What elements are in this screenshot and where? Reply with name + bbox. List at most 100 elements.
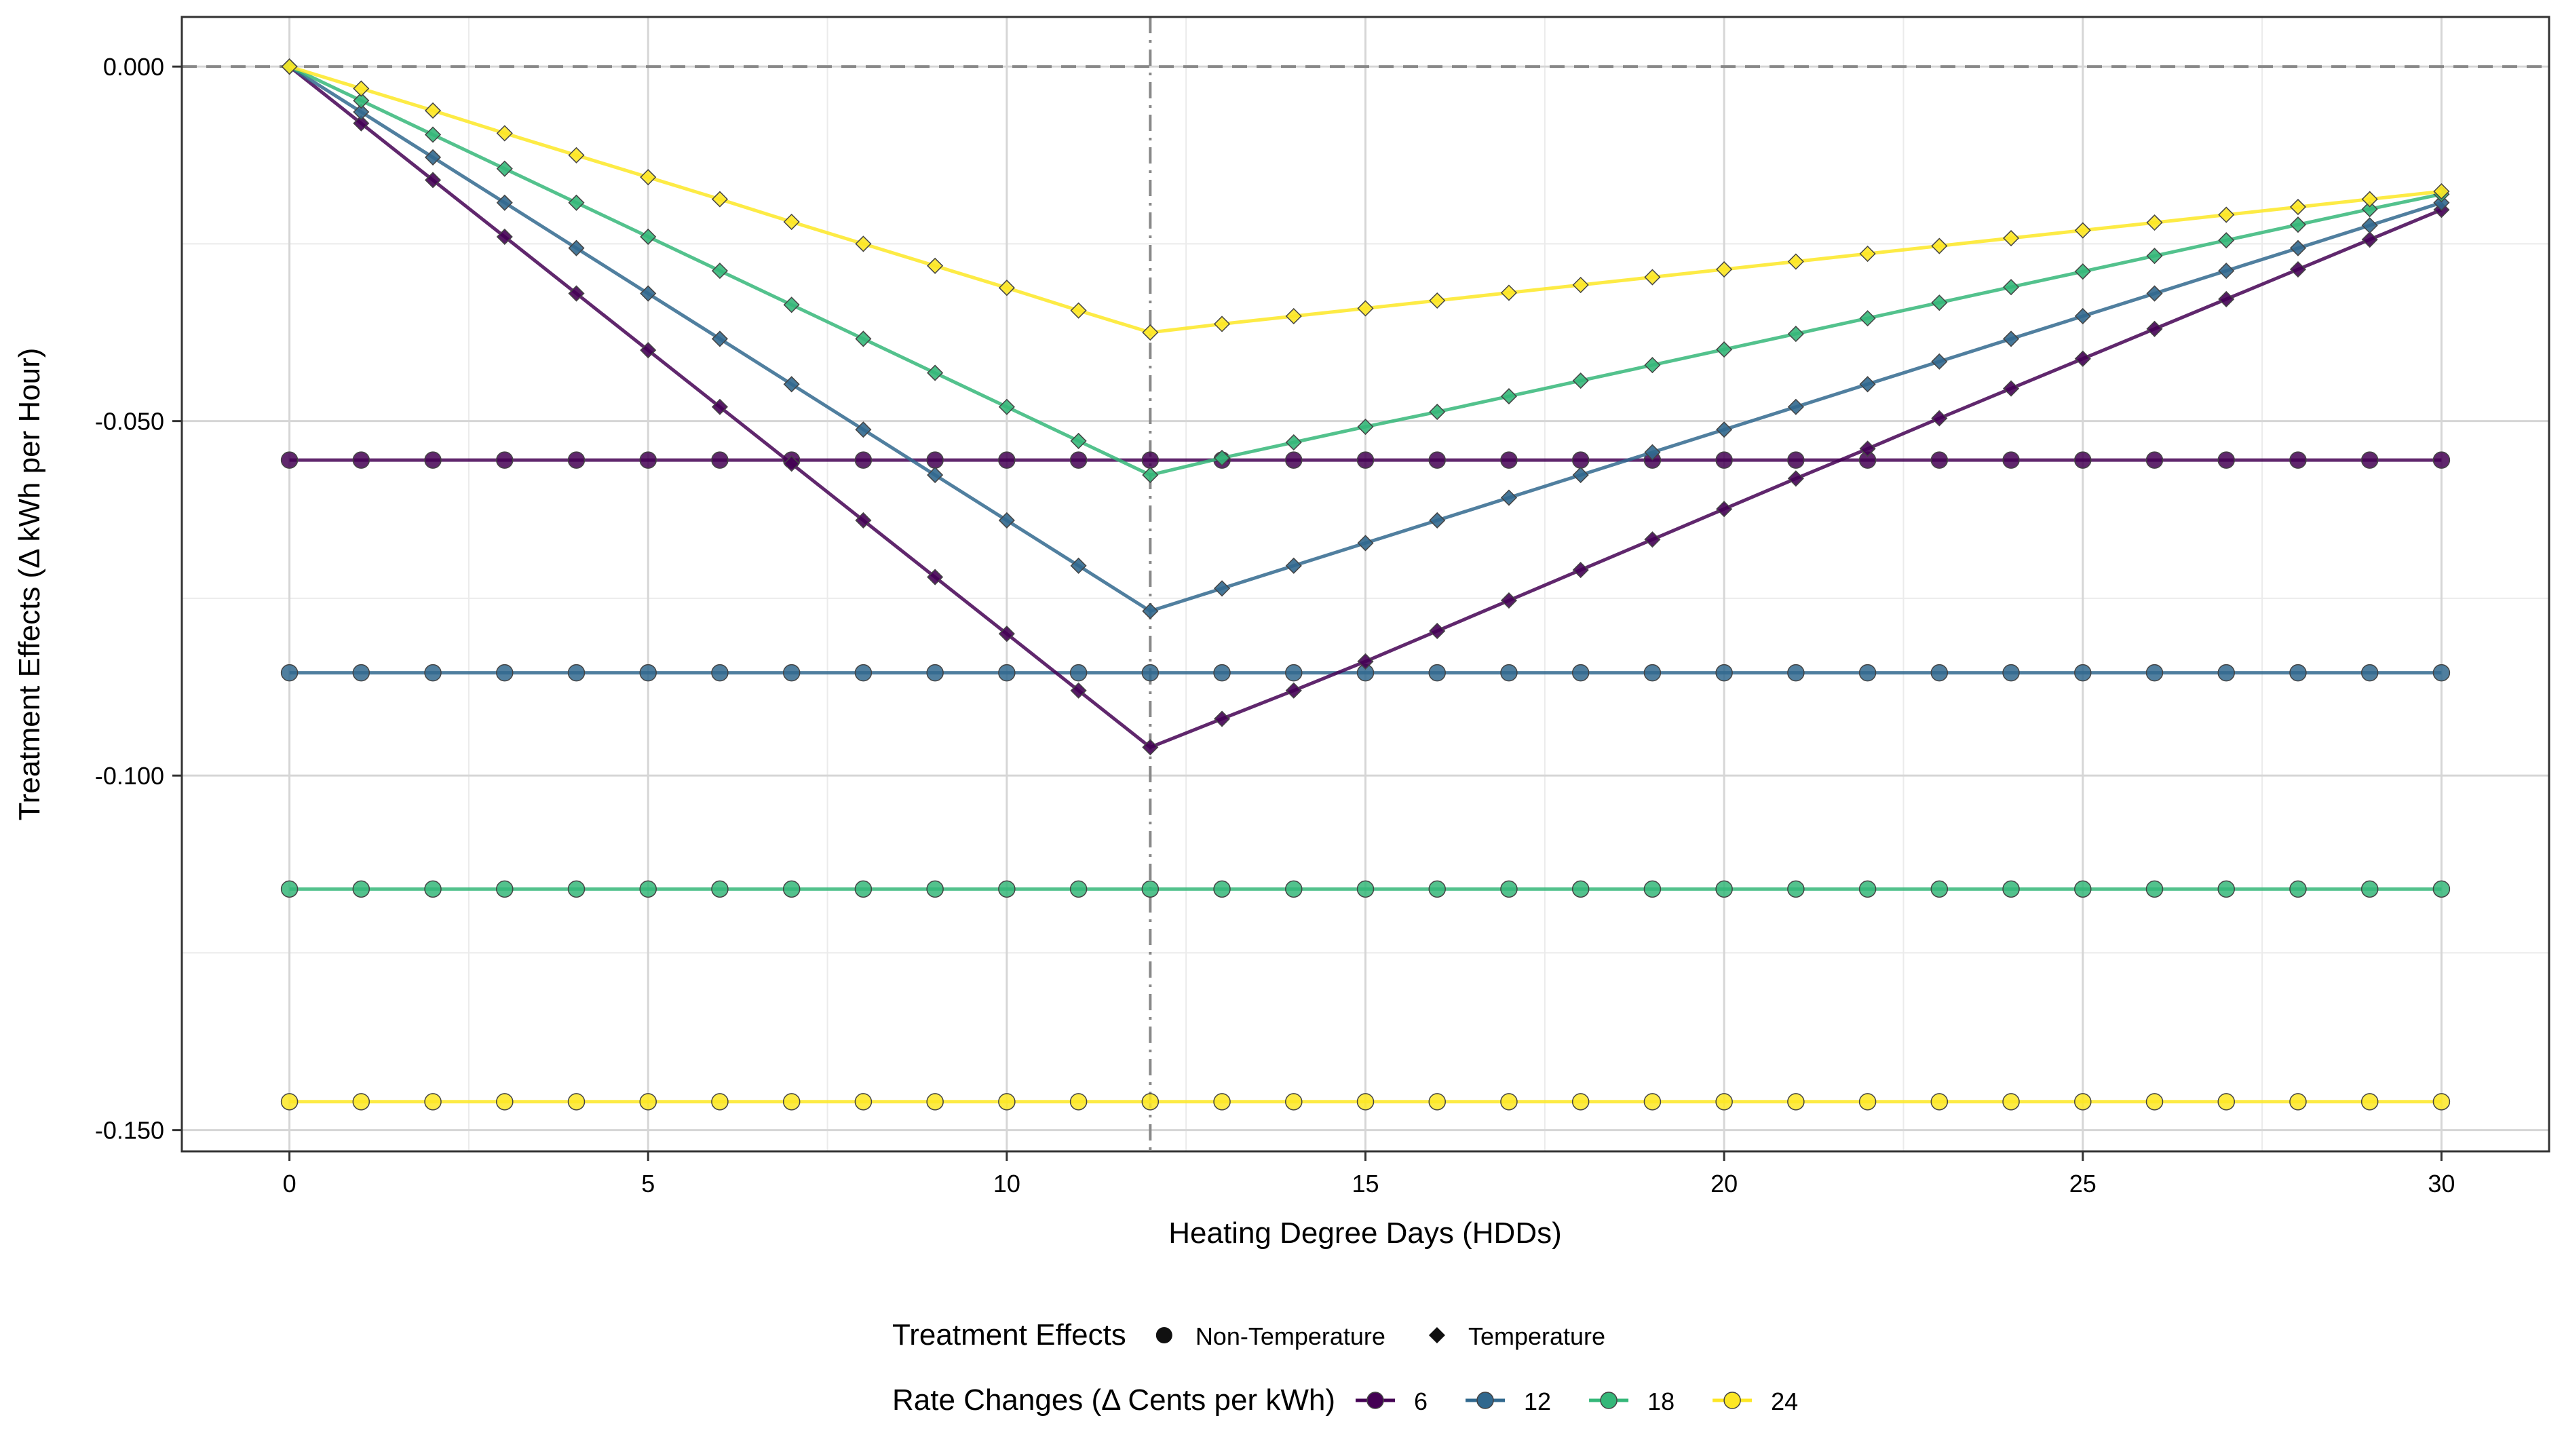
data-point bbox=[2002, 380, 2020, 397]
data-point bbox=[998, 626, 1015, 643]
data-point bbox=[854, 880, 873, 898]
data-point bbox=[353, 92, 370, 109]
data-point bbox=[352, 451, 370, 469]
data-point bbox=[424, 880, 442, 898]
y-axis: 0.000 -0.050 -0.100 -0.150 bbox=[95, 53, 182, 1145]
data-point bbox=[567, 451, 586, 469]
data-point bbox=[1644, 444, 1661, 461]
data-point bbox=[1357, 418, 1374, 436]
data-point bbox=[496, 160, 513, 177]
data-point bbox=[1500, 388, 1518, 405]
data-point bbox=[1356, 451, 1375, 469]
data-point bbox=[2432, 664, 2451, 682]
data-point bbox=[1571, 664, 1590, 682]
data-point bbox=[568, 147, 585, 164]
data-point bbox=[927, 467, 944, 484]
data-point bbox=[1285, 664, 1303, 682]
x-tick-label: 5 bbox=[641, 1170, 655, 1198]
data-point bbox=[2217, 880, 2235, 898]
data-point bbox=[1357, 535, 1374, 552]
data-point bbox=[1787, 398, 1804, 415]
data-point bbox=[854, 1093, 873, 1111]
data-point bbox=[1069, 451, 1088, 469]
data-point bbox=[1285, 434, 1302, 451]
data-point bbox=[280, 451, 299, 469]
data-point bbox=[568, 194, 585, 211]
data-point bbox=[782, 664, 801, 682]
data-point bbox=[1429, 404, 1446, 421]
data-point bbox=[2289, 240, 2307, 256]
data-point bbox=[2074, 263, 2091, 280]
data-point bbox=[1069, 1093, 1088, 1111]
data-point bbox=[1142, 602, 1159, 619]
data-point bbox=[2002, 1093, 2020, 1111]
data-point bbox=[1285, 451, 1303, 469]
data-point bbox=[1644, 269, 1661, 286]
data-point bbox=[998, 664, 1016, 682]
data-point bbox=[281, 58, 298, 75]
data-point bbox=[926, 451, 944, 469]
data-point bbox=[2432, 451, 2451, 469]
data-point bbox=[2218, 263, 2235, 280]
data-point bbox=[2361, 231, 2378, 248]
legend-marker-circle bbox=[1155, 1327, 1172, 1343]
data-point bbox=[1715, 880, 1733, 898]
series-temperature-6 bbox=[281, 58, 2450, 756]
data-point bbox=[1572, 276, 1589, 294]
data-point bbox=[711, 263, 729, 280]
data-point bbox=[1571, 451, 1590, 469]
data-point bbox=[998, 512, 1015, 529]
data-point bbox=[1213, 1093, 1231, 1111]
data-point bbox=[2360, 1093, 2379, 1111]
data-point bbox=[1070, 682, 1087, 699]
legend-key-point bbox=[1476, 1392, 1494, 1409]
data-point bbox=[1644, 357, 1661, 374]
series-non-temperature-12 bbox=[280, 664, 2451, 682]
data-point bbox=[854, 664, 873, 682]
series-non-temperature-18 bbox=[280, 880, 2451, 898]
y-tick-label: 0.000 bbox=[103, 53, 164, 81]
data-point bbox=[2002, 330, 2020, 347]
data-point bbox=[1859, 245, 1876, 263]
data-point bbox=[1500, 284, 1518, 301]
data-point bbox=[1931, 237, 1948, 254]
data-point bbox=[2146, 248, 2163, 265]
data-point bbox=[1858, 664, 1877, 682]
data-point bbox=[424, 1093, 442, 1111]
legend-item-circle: Non-Temperature bbox=[1155, 1322, 1385, 1350]
x-axis: 0 5 10 15 20 25 30 bbox=[283, 1151, 2455, 1198]
data-point bbox=[783, 376, 800, 393]
data-point bbox=[1500, 489, 1518, 506]
data-point bbox=[2145, 451, 2164, 469]
data-point bbox=[1500, 451, 1518, 469]
data-point bbox=[1428, 451, 1446, 469]
data-point bbox=[424, 126, 442, 143]
data-point bbox=[352, 880, 370, 898]
x-tick-label: 10 bbox=[993, 1170, 1020, 1198]
legend-item-diamond: Temperature bbox=[1428, 1322, 1605, 1350]
data-point bbox=[639, 880, 657, 898]
legend-item-rate-18: 18 bbox=[1589, 1387, 1675, 1415]
data-point bbox=[783, 296, 800, 313]
data-point bbox=[1213, 710, 1231, 727]
data-point bbox=[927, 569, 944, 586]
data-point bbox=[1285, 1093, 1303, 1111]
data-point bbox=[2433, 194, 2450, 211]
data-point bbox=[2289, 216, 2307, 233]
data-point bbox=[1428, 664, 1446, 682]
data-point bbox=[496, 664, 514, 682]
data-point bbox=[280, 880, 299, 898]
series-temperature-18 bbox=[281, 58, 2450, 484]
data-point bbox=[2218, 206, 2235, 223]
data-point bbox=[2360, 451, 2379, 469]
data-point bbox=[1787, 326, 1804, 343]
data-point bbox=[640, 285, 657, 302]
data-point bbox=[1069, 664, 1088, 682]
data-point bbox=[2433, 183, 2450, 200]
data-point bbox=[1070, 432, 1087, 449]
data-point bbox=[2074, 222, 2091, 239]
data-point bbox=[352, 1093, 370, 1111]
data-point bbox=[1715, 451, 1733, 469]
data-point bbox=[2217, 451, 2235, 469]
data-point bbox=[424, 664, 442, 682]
